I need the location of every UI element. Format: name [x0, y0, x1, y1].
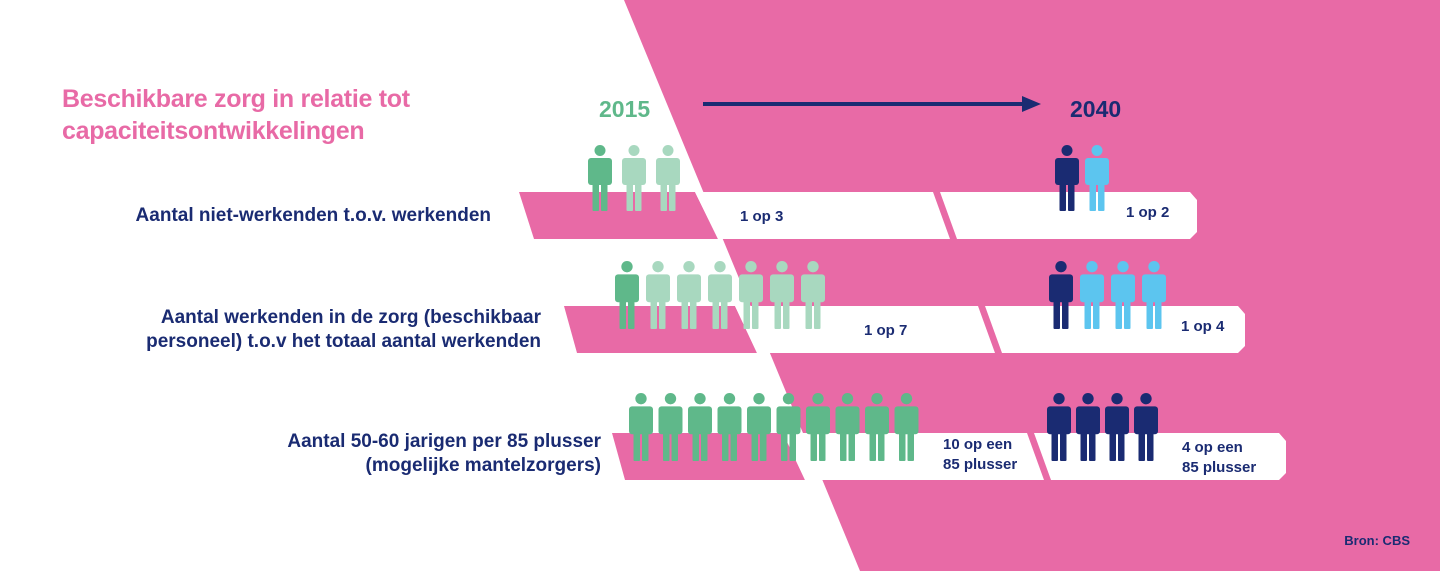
person-icon [739, 261, 763, 329]
row2-ratio-2040-line: 1 op 4 [1181, 318, 1225, 335]
row3-ratio-2040-line-1: 4 op een [1182, 439, 1243, 456]
row3-ratio-2040: 4 op een 85 plusser [1182, 438, 1256, 478]
row2-label-line-1: Aantal werkenden in de zorg (beschikbaar [160, 307, 541, 328]
title-line-2: capaciteitsontwikkelingen [62, 117, 365, 145]
person-icon [770, 261, 794, 329]
person-icon [588, 145, 612, 211]
row3-label: Aantal 50-60 jarigen per 85 plusser (mog… [287, 430, 601, 478]
person-icon [865, 393, 889, 461]
person-icon [1080, 261, 1104, 329]
person-icon [656, 145, 680, 211]
row1-bar-mid [695, 192, 950, 239]
title-line-1: Beschikbare zorg in relatie tot [62, 85, 410, 113]
person-icon [622, 145, 646, 211]
person-icon [835, 393, 860, 461]
person-icon [776, 393, 801, 461]
person-icon [1085, 145, 1109, 211]
row2-bar-left [564, 306, 757, 353]
person-icon [677, 261, 701, 329]
row1-bar-left [519, 192, 718, 239]
row2-ratio-2015: 1 op 7 [864, 321, 907, 341]
row2-bar-mid [735, 306, 995, 353]
row1-ratio-2015-line: 1 op 3 [740, 208, 784, 225]
row3-label-line-1: Aantal 50-60 jarigen per 85 plusser [287, 431, 601, 452]
person-icon [894, 393, 919, 461]
row1-bar-right [940, 192, 1197, 239]
year-end-label: 2040 [1070, 96, 1122, 122]
source-note: Bron: CBS [1344, 533, 1410, 548]
person-icon [615, 261, 639, 329]
person-icon [1049, 261, 1073, 329]
row1-ratio-2040-line: 1 op 2 [1126, 204, 1170, 221]
person-icon [1076, 393, 1100, 461]
person-icon [708, 261, 732, 329]
person-icon [1111, 261, 1135, 329]
row3-ratio-2015-line-1: 10 op een [943, 436, 1013, 453]
person-icon [806, 393, 830, 461]
row3-ratio-2040-line-2: 85 plusser [1182, 459, 1257, 476]
person-icon [747, 393, 771, 461]
row2-ratio-2040: 1 op 4 [1181, 317, 1224, 337]
row3-bar-right [1034, 433, 1286, 480]
person-icon [1105, 393, 1129, 461]
row1-label: Aantal niet-werkenden t.o.v. werkenden [136, 204, 491, 228]
person-icon [717, 393, 742, 461]
row2-bar-right [985, 306, 1245, 353]
row2-label: Aantal werkenden in de zorg (beschikbaar… [146, 306, 541, 354]
row1-ratio-2015: 1 op 3 [740, 207, 783, 227]
person-icon [658, 393, 683, 461]
row3-label-line-2: (mogelijke mantelzorgers) [365, 455, 601, 476]
page-title: Beschikbare zorg in relatie tot capacite… [62, 83, 410, 147]
person-icon [1047, 393, 1071, 461]
person-icon [1142, 261, 1166, 329]
row1-label-line: Aantal niet-werkenden t.o.v. werkenden [135, 205, 491, 226]
person-icon [688, 393, 712, 461]
row1-ratio-2040: 1 op 2 [1126, 203, 1169, 223]
arrow-right-icon [703, 96, 1041, 112]
person-icon [801, 261, 825, 329]
person-icon [646, 261, 670, 329]
person-icon [629, 393, 653, 461]
row3-ratio-2015-line-2: 85 plusser [943, 456, 1018, 473]
row2-label-line-2: personeel) t.o.v het totaal aantal werke… [146, 331, 541, 352]
row2-ratio-2015-line: 1 op 7 [864, 322, 908, 339]
year-start-label: 2015 [599, 96, 651, 122]
person-icon [1134, 393, 1158, 461]
row3-ratio-2015: 10 op een 85 plusser [943, 435, 1017, 475]
person-icon [1055, 145, 1079, 211]
